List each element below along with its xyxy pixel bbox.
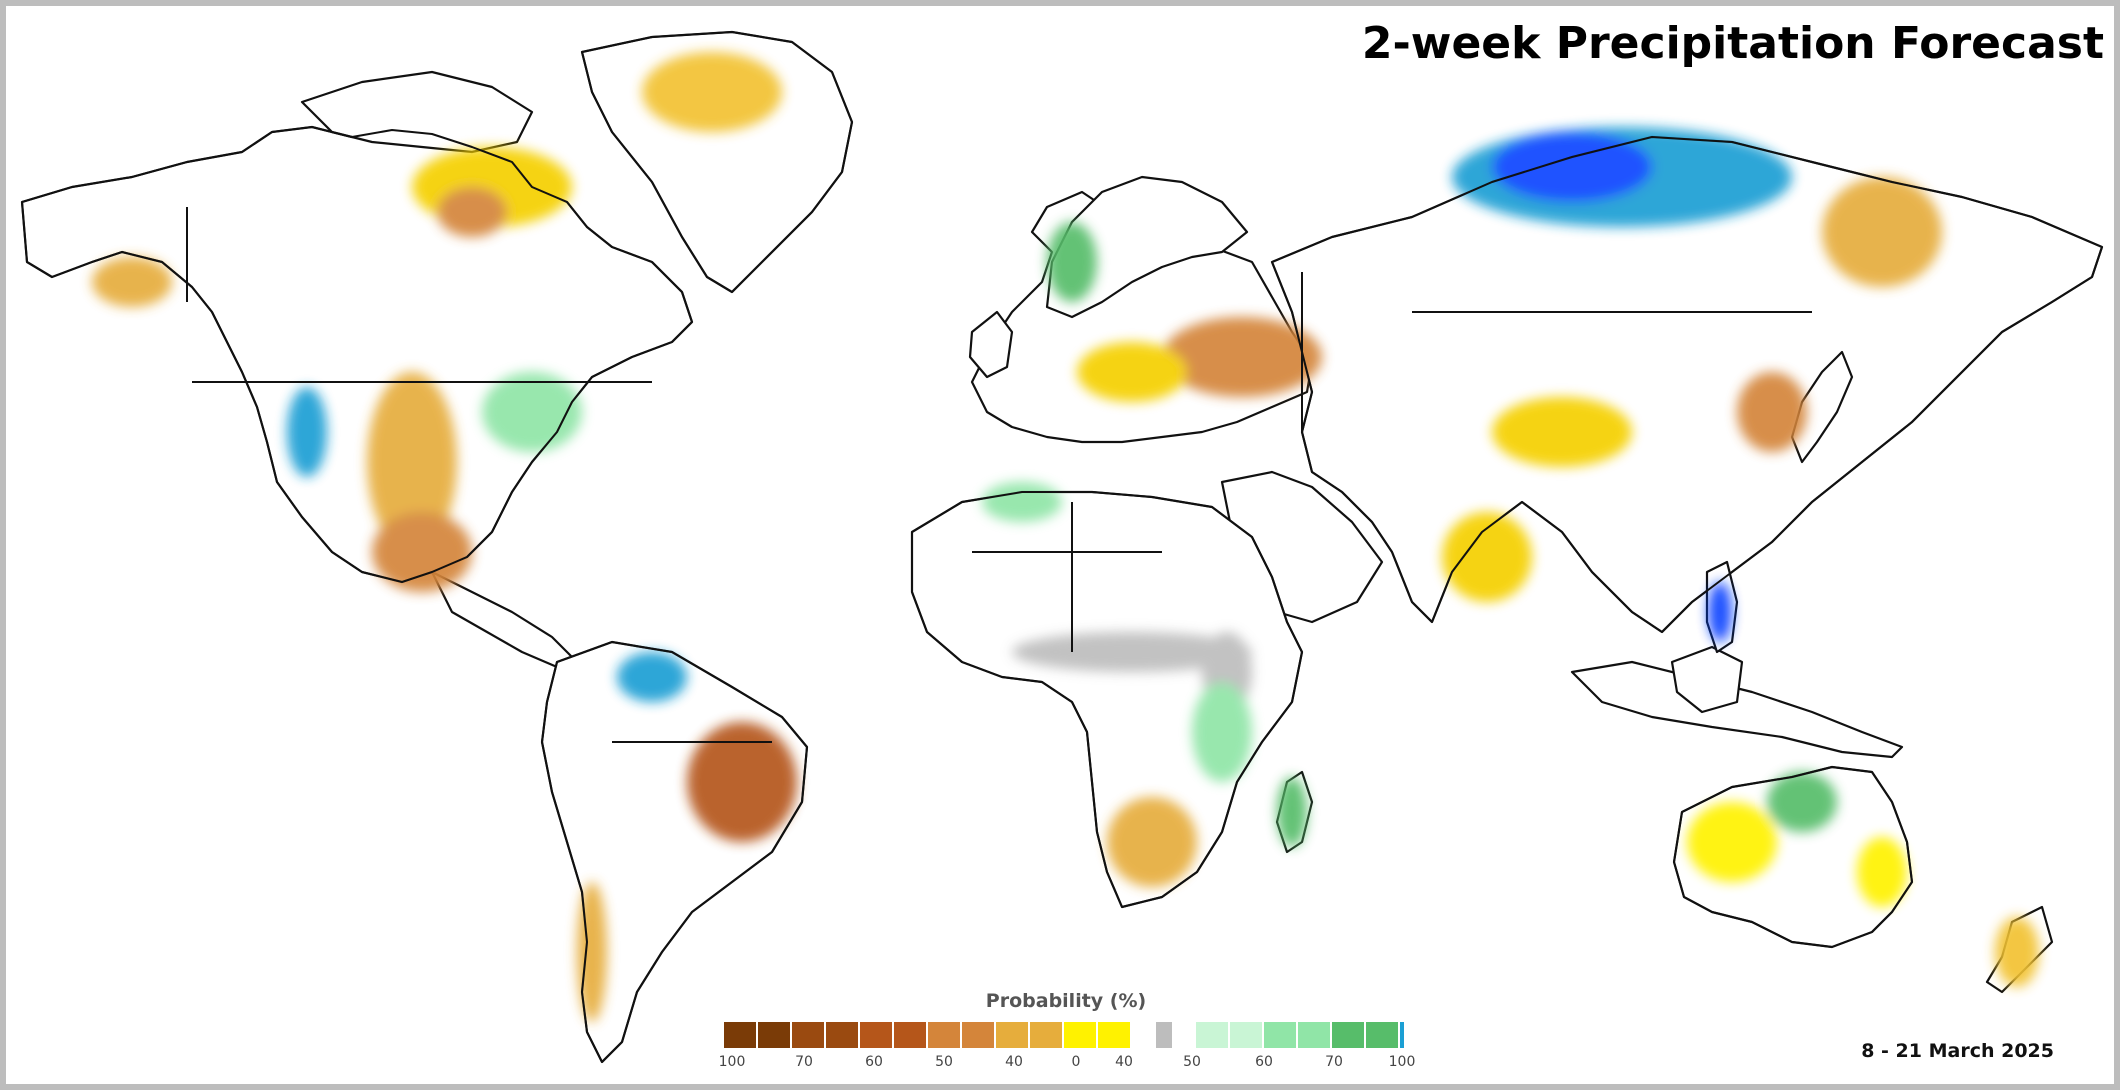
legend-dry-swatch: [1030, 1022, 1062, 1048]
shade-north-africa: [982, 482, 1062, 522]
legend-dry-swatch: [928, 1022, 960, 1048]
shade-madagascar: [1277, 777, 1307, 847]
british-isles: [968, 310, 1014, 379]
scandinavia: [1045, 175, 1249, 319]
legend-tick-label: 60: [865, 1054, 883, 1070]
shade-us-west-coast: [287, 387, 327, 477]
legend-dry-swatch: [826, 1022, 858, 1048]
legend-tick-label: 70: [795, 1054, 813, 1070]
shade-australia-west: [1687, 802, 1777, 882]
world-map: [20, 30, 2104, 1064]
shade-us-rockies: [367, 372, 457, 552]
legend-wet-swatch: [1230, 1022, 1262, 1048]
shade-australia-east: [1857, 837, 1907, 907]
borneo: [1670, 645, 1744, 714]
legend-wet-swatch: [1298, 1022, 1330, 1048]
shade-chile: [577, 882, 607, 1022]
legend-dry-swatch: [724, 1022, 756, 1048]
japan: [1790, 350, 1854, 464]
shade-china: [1492, 397, 1632, 467]
legend-dry-swatch: [1098, 1022, 1130, 1048]
legend-neutral-swatch: [1156, 1022, 1172, 1048]
shade-philippines: [1708, 582, 1732, 642]
shade-greenland: [642, 52, 782, 132]
legend-wet-swatch: [1332, 1022, 1364, 1048]
legend-dry-swatch: [996, 1022, 1028, 1048]
legend-tick-label: 60: [1255, 1054, 1273, 1070]
shade-alaska: [92, 257, 172, 307]
shade-east-africa-wet: [1192, 682, 1252, 782]
legend-wet-swatch: [1366, 1022, 1398, 1048]
legend-wet-swatch: [1196, 1022, 1228, 1048]
legend-dry-swatch: [758, 1022, 790, 1048]
shade-norway: [1047, 222, 1097, 302]
arctic-islands: [300, 70, 534, 154]
shade-venezuela: [617, 652, 687, 702]
shade-india: [1442, 512, 1532, 602]
legend-tick-label: 50: [1183, 1054, 1201, 1070]
date-range: 8 - 21 March 2025: [1861, 1040, 2054, 1062]
legend-wet-swatch: [1400, 1022, 1404, 1048]
shade-brazil: [687, 722, 797, 842]
legend-tick-label: 40: [1115, 1054, 1133, 1070]
legend-dry-swatch: [894, 1022, 926, 1048]
probability-legend: Probability (%) 100 70 60 50 40 0 40 50 60 70 100: [716, 990, 1416, 1080]
shade-queensland: [1767, 772, 1837, 832]
shade-siberia-core: [1492, 132, 1652, 202]
legend-dry-swatch: [860, 1022, 892, 1048]
legend-ticks: 100 70 60 50 40 0 40 50 60 70 100: [716, 1054, 1416, 1074]
map-title: 2-week Precipitation Forecast: [1361, 18, 2104, 69]
legend-dry-swatch: [1064, 1022, 1096, 1048]
north-america: [20, 125, 694, 584]
legend-wet-swatch: [1264, 1022, 1296, 1048]
shade-southern-africa: [1107, 797, 1197, 887]
shade-eastern-europe: [1162, 317, 1322, 397]
legend-tick-label: 50: [935, 1054, 953, 1070]
shade-hudson: [437, 187, 507, 237]
central-america: [430, 570, 574, 669]
shade-east-siberia: [1822, 177, 1942, 287]
legend-color-bar: [724, 1022, 1404, 1048]
continent-outlines: [21, 31, 2103, 1063]
probability-shading: [92, 52, 2039, 1022]
legend-title: Probability (%): [985, 990, 1147, 1012]
shade-new-zealand: [1995, 917, 2039, 987]
legend-tick-label: 100: [718, 1054, 746, 1070]
legend-dry-swatch: [962, 1022, 994, 1048]
legend-dry-swatch: [792, 1022, 824, 1048]
shade-mexico: [372, 512, 472, 592]
shade-central-europe: [1077, 342, 1187, 402]
continents: [20, 30, 2104, 1064]
legend-tick-label: 40: [1005, 1054, 1023, 1070]
shade-manchuria: [1737, 372, 1807, 452]
legend-tick-label: 100: [1388, 1054, 1416, 1070]
legend-tick-label: 70: [1325, 1054, 1343, 1070]
legend-tick-label: 0: [1071, 1054, 1081, 1070]
